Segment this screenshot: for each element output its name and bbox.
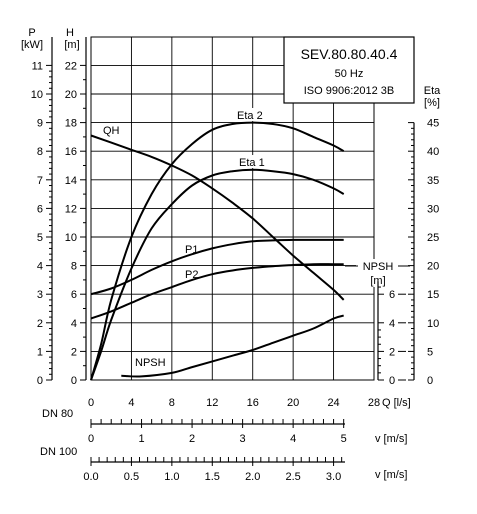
npsh-tick-label: 6 xyxy=(389,289,395,301)
chart-curves xyxy=(90,121,345,381)
chart-title: SEV.80.80.40.4 xyxy=(301,46,398,62)
eta-tick-label: 35 xyxy=(427,175,439,187)
h-tick-label: 14 xyxy=(65,175,77,187)
h-tick-label: 18 xyxy=(65,118,77,130)
eta-tick-label: 30 xyxy=(427,203,439,215)
q-tick-label: 24 xyxy=(327,397,339,409)
curve-npsh xyxy=(121,314,344,378)
dn80-tick-label: 2 xyxy=(189,433,195,445)
curve-qh xyxy=(90,134,345,301)
series-label-qh: QH xyxy=(103,125,120,137)
curve-eta1 xyxy=(90,168,345,381)
p-tick-label: 6 xyxy=(37,203,43,215)
h-tick-label: 8 xyxy=(71,261,77,273)
eta-tick-label: 5 xyxy=(427,346,433,358)
dn80-tick-label: 1 xyxy=(138,433,144,445)
npsh-tick-label: 4 xyxy=(389,318,395,330)
p-tick-label: 9 xyxy=(37,118,43,130)
h-tick-label: 22 xyxy=(65,60,77,72)
dn80-label: DN 80 xyxy=(42,408,73,420)
h-axis-name: H xyxy=(66,27,74,39)
npsh-axis-name: NPSH xyxy=(363,261,394,273)
npsh-axis-title: NPSH [m] xyxy=(345,259,410,287)
p-tick-label: 8 xyxy=(37,146,43,158)
p-tick-label: 7 xyxy=(37,175,43,187)
q-tick-label: 16 xyxy=(247,397,259,409)
q-tick-label: 20 xyxy=(287,397,299,409)
title-box: SEV.80.80.40.4 50 Hz ISO 9906:2012 3B xyxy=(283,36,415,104)
h-tick-label: 6 xyxy=(71,289,77,301)
h-tick-label: 16 xyxy=(65,146,77,158)
series-label-eta1: Eta 1 xyxy=(239,157,265,169)
q-tick-label: 0 xyxy=(88,397,94,409)
h-tick-label: 12 xyxy=(65,203,77,215)
eta-tick-label: 10 xyxy=(427,318,439,330)
curve-p1 xyxy=(90,238,344,296)
dn100-tick-label: 1.0 xyxy=(164,471,179,483)
h-tick-label: 10 xyxy=(65,232,77,244)
h-tick-label: 4 xyxy=(71,318,77,330)
eta-tick-label: 40 xyxy=(427,146,439,158)
dn100-unit: v [m/s] xyxy=(375,469,407,481)
npsh-tick-bg xyxy=(384,374,396,386)
q-tick-label: 8 xyxy=(169,397,175,409)
eta-tick-label: 0 xyxy=(427,375,433,387)
dn100-tick-label: 0.0 xyxy=(83,471,98,483)
eta-axis-unit: [%] xyxy=(424,97,440,109)
dn100-tick-label: 0.5 xyxy=(124,471,139,483)
dn80-unit: v [m/s] xyxy=(375,433,407,445)
p-tick-label: 11 xyxy=(32,60,43,72)
h-tick-label: 2 xyxy=(71,346,77,358)
dn80-tick-label: 5 xyxy=(341,433,347,445)
eta-tick-label: 15 xyxy=(427,289,439,301)
p-tick-label: 2 xyxy=(37,318,43,330)
npsh-tick-bg xyxy=(384,345,396,358)
dn100-label: DN 100 xyxy=(40,446,77,458)
p-tick-label: 1 xyxy=(37,346,43,358)
dn100-tick-label: 2.5 xyxy=(285,471,300,483)
npsh-tick-bg xyxy=(384,288,396,301)
series-label-eta2: Eta 2 xyxy=(237,110,263,122)
npsh-tick-label: 2 xyxy=(389,346,395,358)
chart-standard: ISO 9906:2012 3B xyxy=(304,85,395,97)
q-tick-label: 4 xyxy=(128,397,134,409)
p-tick-label: 5 xyxy=(37,232,43,244)
h-axis-unit: [m] xyxy=(64,39,79,51)
dn100-tick-label: 3.0 xyxy=(326,471,341,483)
chart-tick-labels: 0123456789101102468101214161820220246051… xyxy=(31,60,440,483)
p-tick-label: 0 xyxy=(37,375,43,387)
q-tick-label: 12 xyxy=(206,397,218,409)
series-label-npsh: NPSH xyxy=(135,357,166,369)
q-tick-label: 28 xyxy=(368,397,380,409)
dn80-tick-label: 4 xyxy=(290,433,296,445)
dn100-tick-label: 1.5 xyxy=(205,471,220,483)
curve-eta2 xyxy=(90,121,345,381)
eta-tick-label: 25 xyxy=(427,232,439,244)
dn80-tick-label: 0 xyxy=(88,433,94,445)
eta-tick-label: 45 xyxy=(427,118,439,130)
series-label-p1: P1 xyxy=(185,244,198,256)
p-tick-label: 4 xyxy=(37,261,43,273)
npsh-tick-label: 0 xyxy=(389,375,395,387)
h-tick-label: 0 xyxy=(71,375,77,387)
curve-p2 xyxy=(90,263,344,320)
dn100-tick-label: 2.0 xyxy=(245,471,260,483)
chart-subtitle: 50 Hz xyxy=(335,68,364,80)
npsh-tick-bg xyxy=(384,316,396,329)
curve-labels: QH Eta 2 Eta 1 P1 P2 NPSH xyxy=(103,108,267,369)
h-tick-label: 20 xyxy=(65,89,77,101)
chart-axes xyxy=(46,37,415,466)
eta-tick-label: 20 xyxy=(427,261,439,273)
series-label-p2: P2 xyxy=(185,269,198,281)
x-axis-unit: Q [l/s] xyxy=(382,397,411,409)
p-tick-label: 3 xyxy=(37,289,43,301)
p-axis-unit: [kW] xyxy=(21,39,43,51)
eta-axis-name: Eta xyxy=(424,85,441,97)
dn80-tick-label: 3 xyxy=(240,433,246,445)
p-tick-label: 10 xyxy=(31,89,43,101)
npsh-axis-unit: [m] xyxy=(370,275,385,287)
p-axis-name: P xyxy=(28,27,35,39)
